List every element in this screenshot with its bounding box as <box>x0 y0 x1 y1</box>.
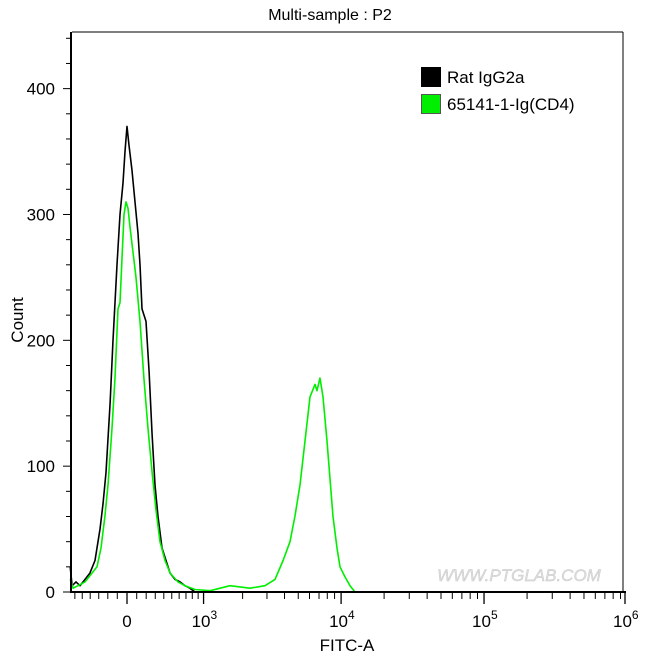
series-line-0 <box>69 125 196 593</box>
x-tick-base: 10 <box>613 612 632 631</box>
x-axis-label: FITC-A <box>320 636 375 655</box>
y-tick-label: 200 <box>27 331 55 350</box>
x-tick-exponent: 3 <box>210 608 217 622</box>
y-tick-label: 400 <box>27 80 55 99</box>
x-tick-label: 104 <box>329 608 355 631</box>
watermark: WWW.PTGLAB.COM <box>437 566 602 585</box>
y-tick-label: 100 <box>27 457 55 476</box>
x-tick-label: 105 <box>472 608 498 631</box>
y-axis-label: Count <box>8 297 27 343</box>
legend-label-rat-igg2a: Rat IgG2a <box>447 68 525 87</box>
legend-swatch-rat-igg2a <box>421 67 441 87</box>
x-tick-exponent: 6 <box>632 608 639 622</box>
y-tick-label: 0 <box>46 583 55 602</box>
x-tick-exponent: 4 <box>348 608 355 622</box>
x-tick-base: 10 <box>329 612 348 631</box>
chart-title: Multi-sample : P2 <box>268 7 392 24</box>
y-tick-label: 300 <box>27 205 55 224</box>
plot-area <box>69 125 356 593</box>
x-tick-exponent: 5 <box>491 608 498 622</box>
x-tick-label: 103 <box>192 608 218 631</box>
x-tick-base: 0 <box>122 612 131 631</box>
x-tick-label: 0 <box>122 612 131 631</box>
legend-label-cd4: 65141-1-Ig(CD4) <box>447 95 575 114</box>
x-tick-label: 106 <box>613 608 639 631</box>
legend: Rat IgG2a 65141-1-Ig(CD4) <box>421 67 575 114</box>
series-line-1 <box>69 201 356 593</box>
x-tick-base: 10 <box>192 612 211 631</box>
x-tick-base: 10 <box>472 612 491 631</box>
legend-swatch-cd4 <box>421 94 441 114</box>
